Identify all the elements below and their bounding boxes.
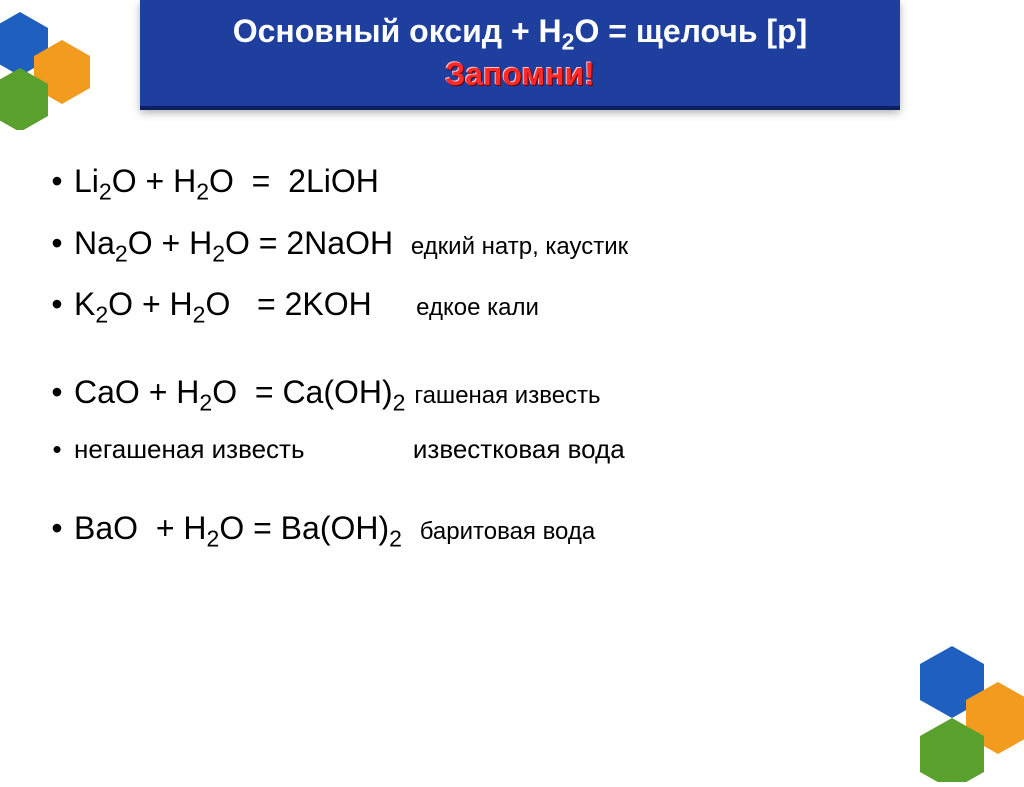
- equation-4: •CaO + H2O = Ca(OH)2 гашеная известь: [40, 371, 980, 419]
- hex-decoration-top: [0, 10, 110, 135]
- equation-2: •Na2O + H2O = 2NaOH едкий натр, каустик: [40, 222, 980, 270]
- header-title: Основный оксид + H2O = щелочь [р]: [233, 13, 808, 55]
- header-remember: Запомни!: [445, 56, 595, 93]
- hex-decoration-bottom: [904, 642, 1024, 787]
- equation-4-sub: •негашеная известь известковая вода: [40, 432, 980, 467]
- equation-list: •Li2O + H2O = 2LiOH •Na2O + H2O = 2NaOH …: [40, 160, 980, 569]
- slide-header: Основный оксид + H2O = щелочь [р] Запомн…: [140, 0, 900, 110]
- equation-5: •BaO + H2O = Ba(OH)2 баритовая вода: [40, 507, 980, 555]
- equation-3: •K2O + H2O = 2KOH едкое кали: [40, 283, 980, 331]
- equation-1: •Li2O + H2O = 2LiOH: [40, 160, 980, 208]
